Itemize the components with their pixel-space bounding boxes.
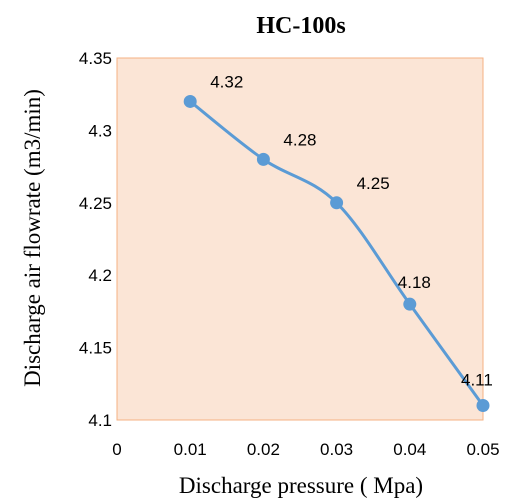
data-point [183,94,197,108]
data-label: 4.18 [398,273,431,292]
x-tick-label: 0.03 [320,440,353,459]
data-point [256,152,270,166]
data-label: 4.11 [461,371,493,390]
data-point [403,297,417,311]
data-point [476,399,490,413]
y-tick-label: 4.25 [79,194,112,213]
data-label: 4.25 [357,174,390,193]
x-tick-label: 0.01 [174,440,207,459]
x-tick-label: 0.02 [247,440,280,459]
x-tick-label: 0.05 [466,440,499,459]
chart-title: HC-100s [256,13,345,39]
x-tick-label: 0 [112,440,121,459]
data-point [330,196,344,210]
plot-area [116,57,484,421]
y-axis-title: Discharge air flowrate (m3/min) [20,89,45,387]
y-tick-label: 4.15 [79,339,112,358]
y-tick-label: 4.2 [88,266,112,285]
y-tick-label: 4.3 [88,121,112,140]
y-tick-label: 4.1 [88,411,112,430]
x-tick-label: 0.04 [393,440,426,459]
y-tick-label: 4.35 [79,49,112,68]
x-axis-title: Discharge pressure ( Mpa) [179,473,423,498]
data-label: 4.28 [283,130,316,149]
data-label: 4.32 [210,72,243,91]
series-line [189,100,485,407]
